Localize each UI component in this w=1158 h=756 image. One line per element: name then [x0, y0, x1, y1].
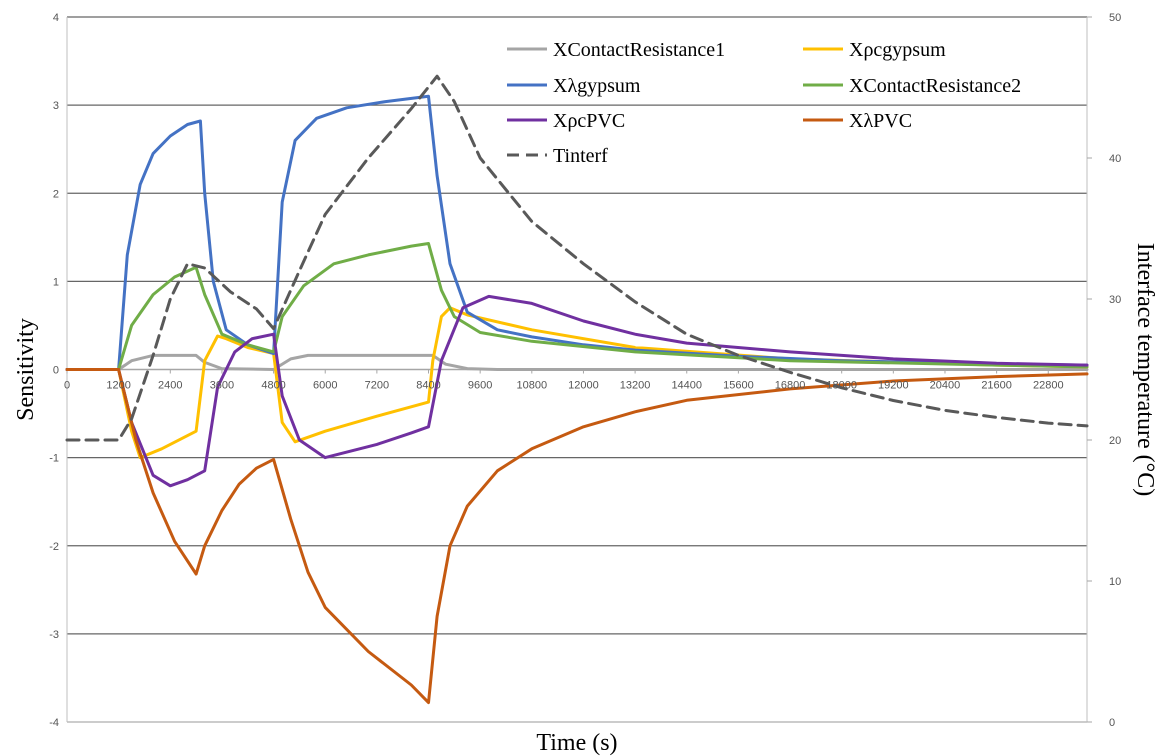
y-tick-label: 3 [53, 100, 59, 112]
legend: XContactResistance1 Xρcgypsum Xλgypsum XCon… [507, 39, 1021, 167]
x-tick-label: 21600 [981, 380, 1012, 392]
series-lines [65, 74, 1089, 705]
x-tick-label: 12000 [568, 380, 599, 392]
x-tick-label: 20400 [930, 380, 961, 392]
legend-label: Tinterf [553, 145, 608, 167]
y-axis-title: Sensitivity [13, 318, 39, 421]
y-tick-label: -1 [49, 453, 59, 465]
x-tick-label: 9600 [468, 380, 492, 392]
series-line-x-gypsum [65, 94, 1089, 371]
x-tick-label: 16800 [775, 380, 806, 392]
x-tick-label: 6000 [313, 380, 337, 392]
legend-label: Xλgypsum [553, 75, 641, 97]
x-tick-label: 1200 [106, 380, 130, 392]
y-tick-label: -2 [49, 541, 59, 553]
series-line-x-cpvc [65, 294, 1089, 488]
x-tick-label: 22800 [1033, 380, 1064, 392]
y2-tick-label: 10 [1109, 576, 1121, 588]
series-line-xcontactresistance1 [65, 353, 1089, 371]
x-tick-label: 19200 [878, 380, 909, 392]
y2-tick-label: 40 [1109, 153, 1121, 165]
x-tick-label: 10800 [517, 380, 548, 392]
x-tick-label: 4800 [261, 380, 285, 392]
x-tick-label: 18000 [826, 380, 857, 392]
legend-label: XContactResistance2 [849, 75, 1021, 97]
legend-label: XContactResistance1 [553, 39, 725, 61]
series-line-x-cgypsum [65, 306, 1089, 460]
x-tick-label: 0 [64, 380, 70, 392]
legend-label: Xρcgypsum [849, 39, 946, 61]
x-tick-label: 7200 [365, 380, 389, 392]
x-tick-label: 13200 [620, 380, 651, 392]
y-tick-label: -4 [49, 717, 59, 729]
y2-axis-title: Interface temperature (°C) [1132, 243, 1158, 496]
gridlines [66, 16, 1088, 723]
y2-tick-label: 20 [1109, 435, 1121, 447]
y-tick-label: 4 [53, 12, 59, 24]
series-line-x-pvc [65, 368, 1089, 705]
x-tick-label: 14400 [671, 380, 702, 392]
legend-label: XλPVC [849, 110, 912, 132]
y-tick-label: 1 [53, 276, 59, 288]
legend-label: XρcPVC [553, 110, 625, 132]
y-tick-label: 0 [53, 365, 59, 377]
y-tick-label: 2 [53, 188, 59, 200]
x-tick-label: 15600 [723, 380, 754, 392]
y2-tick-label: 30 [1109, 294, 1121, 306]
x-axis-title: Time (s) [536, 730, 617, 756]
x-tick-label: 3600 [210, 380, 234, 392]
series-line-tinterf [65, 74, 1089, 442]
y2-tick-label: 0 [1109, 717, 1115, 729]
y2-tick-label: 50 [1109, 12, 1121, 24]
y-tick-label: -3 [49, 629, 59, 641]
x-tick-label: 2400 [158, 380, 182, 392]
x-tick-label: 8400 [416, 380, 440, 392]
series-line-xcontactresistance2 [65, 242, 1089, 371]
